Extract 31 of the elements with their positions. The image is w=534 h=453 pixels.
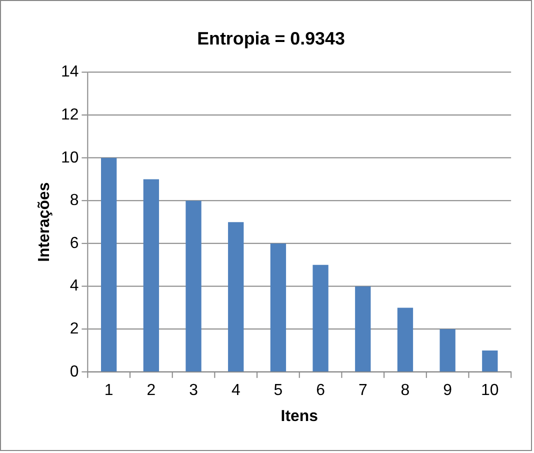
bar	[270, 244, 286, 372]
x-tick-label: 4	[231, 382, 240, 399]
x-tick-label: 1	[104, 382, 114, 399]
x-tick-label: 8	[400, 382, 410, 399]
x-tick-label: 10	[481, 382, 499, 399]
bar	[186, 200, 202, 372]
x-tick-label: 2	[146, 382, 156, 399]
y-tick-label: 12	[60, 106, 79, 124]
bar	[101, 158, 117, 372]
y-axis-title: Interações	[36, 182, 53, 262]
bar	[228, 222, 244, 372]
y-tick-label: 8	[70, 192, 79, 210]
bar	[440, 329, 456, 372]
x-tick-label: 7	[358, 382, 368, 399]
chart-title: Entropia = 0.9343	[197, 28, 345, 49]
y-tick-label: 6	[70, 234, 79, 252]
x-axis-title: Itens	[280, 408, 318, 425]
y-tick-label: 10	[60, 149, 79, 166]
x-tick-label: 3	[189, 382, 198, 399]
y-tick-label: 4	[70, 278, 79, 295]
bar	[312, 264, 328, 372]
bar	[143, 179, 160, 372]
x-tick-label: 5	[274, 382, 283, 399]
y-tick-label: 0	[70, 363, 79, 380]
x-tick-label: 6	[316, 382, 326, 399]
x-tick-label: 9	[443, 382, 452, 399]
y-tick-label: 2	[70, 320, 79, 338]
bar	[397, 308, 414, 372]
bar	[482, 350, 498, 372]
bar	[355, 286, 371, 372]
y-tick-label: 14	[60, 64, 79, 81]
